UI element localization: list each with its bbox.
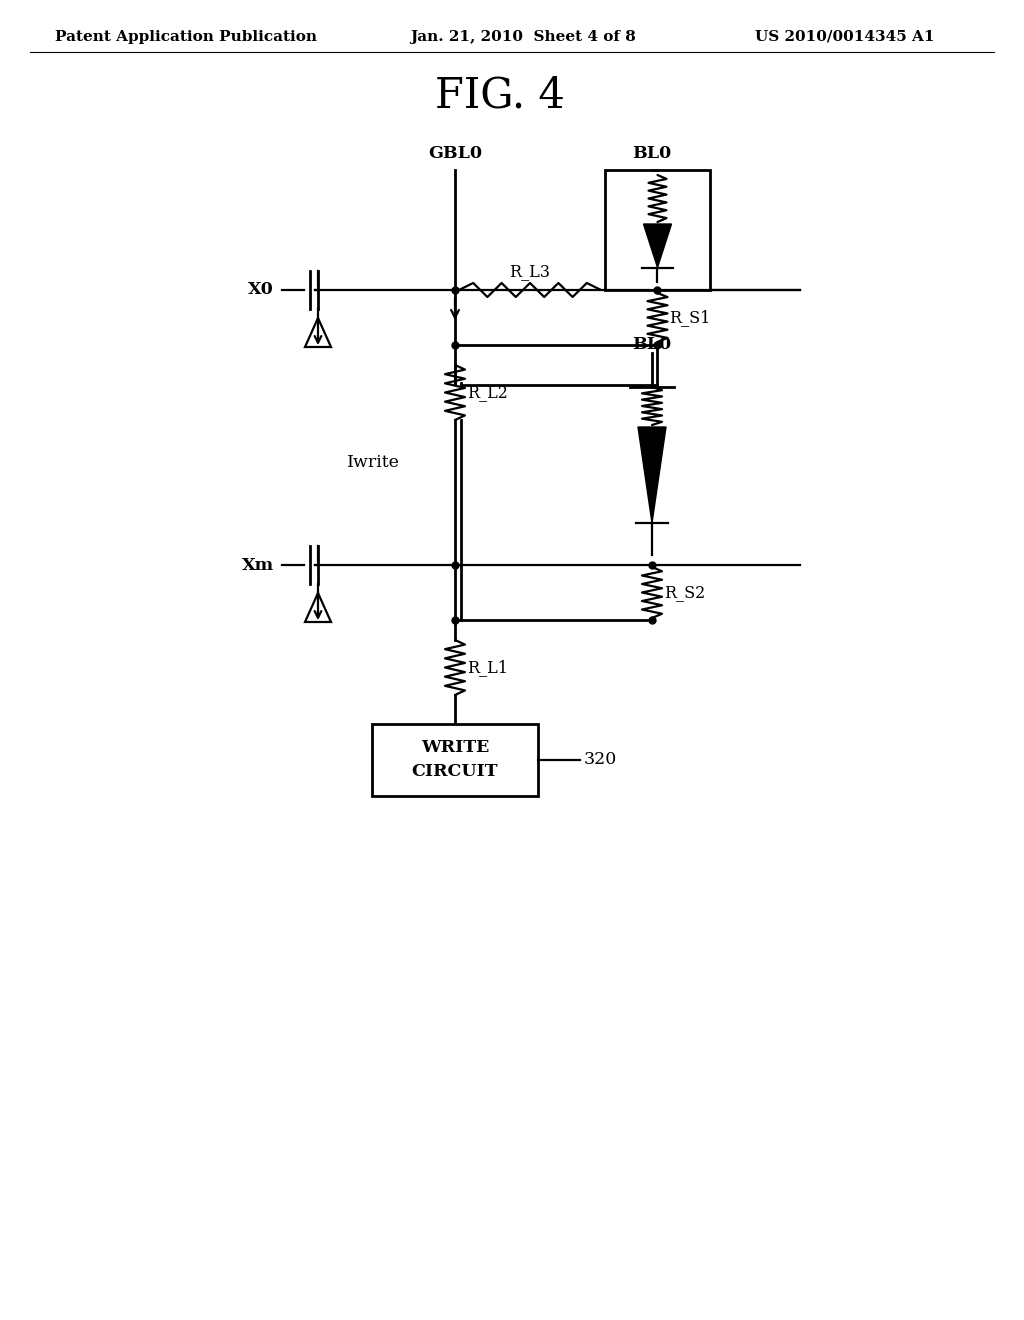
Polygon shape: [638, 426, 666, 523]
Text: R_L1: R_L1: [467, 659, 508, 676]
Text: 320: 320: [584, 751, 616, 768]
Polygon shape: [643, 224, 672, 268]
Text: Patent Application Publication: Patent Application Publication: [55, 30, 317, 44]
Text: Iwrite: Iwrite: [347, 454, 400, 471]
Bar: [373, 723, 538, 796]
Text: R_L2: R_L2: [467, 384, 508, 401]
Text: Xm: Xm: [242, 557, 274, 573]
Text: X0: X0: [248, 281, 274, 298]
Text: Jan. 21, 2010  Sheet 4 of 8: Jan. 21, 2010 Sheet 4 of 8: [410, 30, 636, 44]
Text: FIG. 4: FIG. 4: [435, 75, 565, 117]
Text: R_S1: R_S1: [670, 309, 711, 326]
Text: GBL0: GBL0: [428, 145, 482, 162]
Text: US 2010/0014345 A1: US 2010/0014345 A1: [755, 30, 935, 44]
Text: WRITE: WRITE: [421, 739, 489, 756]
Bar: [605, 170, 710, 290]
Text: BL0: BL0: [633, 145, 672, 162]
Text: CIRCUIT: CIRCUIT: [412, 763, 499, 780]
Text: R_S2: R_S2: [664, 583, 706, 601]
Text: BL0: BL0: [633, 337, 672, 352]
Text: R_L3: R_L3: [510, 263, 551, 280]
